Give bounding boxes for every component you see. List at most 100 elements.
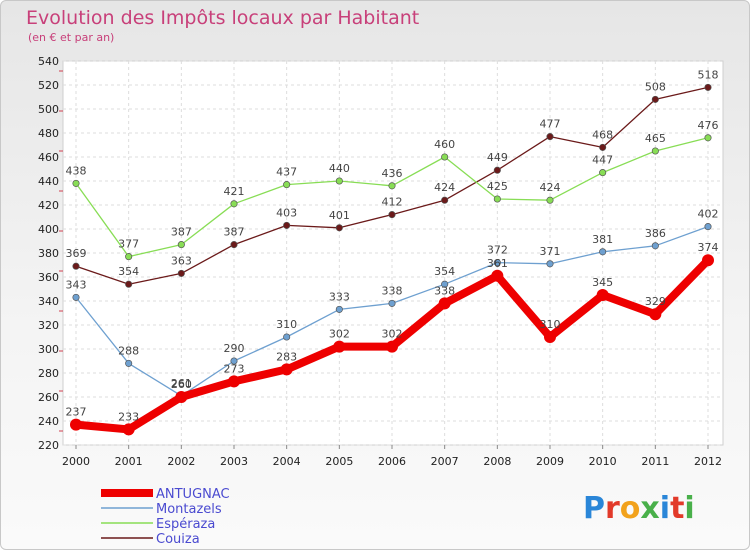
data-point xyxy=(491,269,504,282)
data-label: 381 xyxy=(592,233,613,246)
data-label: 338 xyxy=(434,284,455,297)
data-point xyxy=(125,280,133,288)
data-point xyxy=(546,196,554,204)
data-point xyxy=(125,359,133,367)
x-tick-label: 2001 xyxy=(115,455,143,468)
data-point xyxy=(651,147,659,155)
data-point xyxy=(283,333,291,341)
y-tick-label: 320 xyxy=(38,319,59,332)
data-point xyxy=(177,269,185,277)
data-label: 290 xyxy=(224,342,245,355)
legend-label: Couiza xyxy=(156,532,200,547)
data-label: 261 xyxy=(171,377,192,390)
data-label: 310 xyxy=(540,318,561,331)
data-point xyxy=(546,133,554,141)
data-point xyxy=(283,221,291,229)
data-point xyxy=(493,259,501,267)
data-point xyxy=(438,297,451,310)
data-point xyxy=(228,375,240,388)
data-labels: 369 354 363 387 403 401 412 424 449 477 468 508 518 4… xyxy=(66,68,719,423)
data-label: 424 xyxy=(434,181,455,194)
data-label: 402 xyxy=(698,208,719,221)
data-point xyxy=(333,340,346,353)
legend-label: Espéraza xyxy=(156,517,215,532)
data-label: 369 xyxy=(66,247,87,260)
data-point xyxy=(546,260,554,268)
data-point xyxy=(493,166,501,174)
x-tick-label: 2002 xyxy=(167,455,195,468)
data-label: 233 xyxy=(118,410,139,423)
x-tick-label: 2011 xyxy=(641,455,669,468)
data-point xyxy=(386,340,398,353)
data-label: 460 xyxy=(434,138,455,151)
data-label: 374 xyxy=(698,241,719,254)
axes: 220 240 260 280 300 320 340 360 380 400 420 440 460 4… xyxy=(38,55,722,468)
data-point xyxy=(702,254,714,267)
data-point xyxy=(335,305,343,313)
data-point xyxy=(441,153,449,161)
data-label: 412 xyxy=(382,196,403,209)
data-label: 468 xyxy=(592,128,613,141)
data-point xyxy=(335,177,343,185)
data-point xyxy=(72,179,80,187)
data-label: 333 xyxy=(329,290,350,303)
data-label: 386 xyxy=(645,227,666,240)
legend-label: Montazels xyxy=(156,502,222,517)
data-label: 449 xyxy=(487,151,508,164)
data-point xyxy=(388,182,396,190)
data-label: 421 xyxy=(224,185,245,198)
data-label: 387 xyxy=(224,226,245,239)
data-label: 354 xyxy=(118,265,139,278)
data-point xyxy=(283,181,291,189)
data-label: 425 xyxy=(487,180,508,193)
data-label: 438 xyxy=(66,164,87,177)
y-tick-label: 480 xyxy=(38,127,59,140)
x-tick-label: 2004 xyxy=(273,455,301,468)
data-label: 477 xyxy=(540,118,561,131)
y-tick-label: 260 xyxy=(38,391,59,404)
y-tick-label: 500 xyxy=(38,103,59,116)
data-point xyxy=(72,293,80,301)
x-tick-label: 2005 xyxy=(325,455,353,468)
data-label: 363 xyxy=(171,254,192,267)
data-label: 387 xyxy=(171,226,192,239)
y-tick-label: 280 xyxy=(38,367,59,380)
data-label: 476 xyxy=(698,119,719,132)
x-tick-label: 2008 xyxy=(483,455,511,468)
data-point xyxy=(599,248,607,256)
x-tick-label: 2000 xyxy=(62,455,90,468)
logo-letter: P xyxy=(583,491,605,526)
data-point xyxy=(651,242,659,250)
y-tick-label: 380 xyxy=(38,247,59,260)
data-point xyxy=(230,241,238,249)
data-point xyxy=(441,280,449,288)
y-tick-label: 460 xyxy=(38,151,59,164)
data-point xyxy=(649,308,662,321)
data-label: 283 xyxy=(276,350,297,363)
x-tick-label: 2006 xyxy=(378,455,406,468)
logo-letter: x xyxy=(640,491,659,526)
data-point xyxy=(72,262,80,270)
proxiti-logo: Proxiti xyxy=(583,491,695,526)
series xyxy=(70,83,714,436)
y-tick-label: 520 xyxy=(38,79,59,92)
data-label: 273 xyxy=(224,362,245,375)
legend-label: ANTUGNAC xyxy=(156,487,230,502)
data-label: 338 xyxy=(382,284,403,297)
y-tick-label: 240 xyxy=(38,415,59,428)
data-label: 302 xyxy=(382,328,403,341)
data-point xyxy=(70,418,82,431)
data-label: 372 xyxy=(487,244,508,257)
y-tick-label: 420 xyxy=(38,199,59,212)
data-point xyxy=(596,289,609,301)
chart-title: Evolution des Impôts locaux par Habitant xyxy=(26,7,419,29)
data-label: 465 xyxy=(645,132,666,145)
data-label: 508 xyxy=(645,80,666,93)
y-tick-label: 340 xyxy=(38,295,59,308)
y-tick-label: 360 xyxy=(38,271,59,284)
data-label: 437 xyxy=(276,166,297,179)
data-label: 440 xyxy=(329,162,350,175)
x-tick-label: 2010 xyxy=(589,455,617,468)
